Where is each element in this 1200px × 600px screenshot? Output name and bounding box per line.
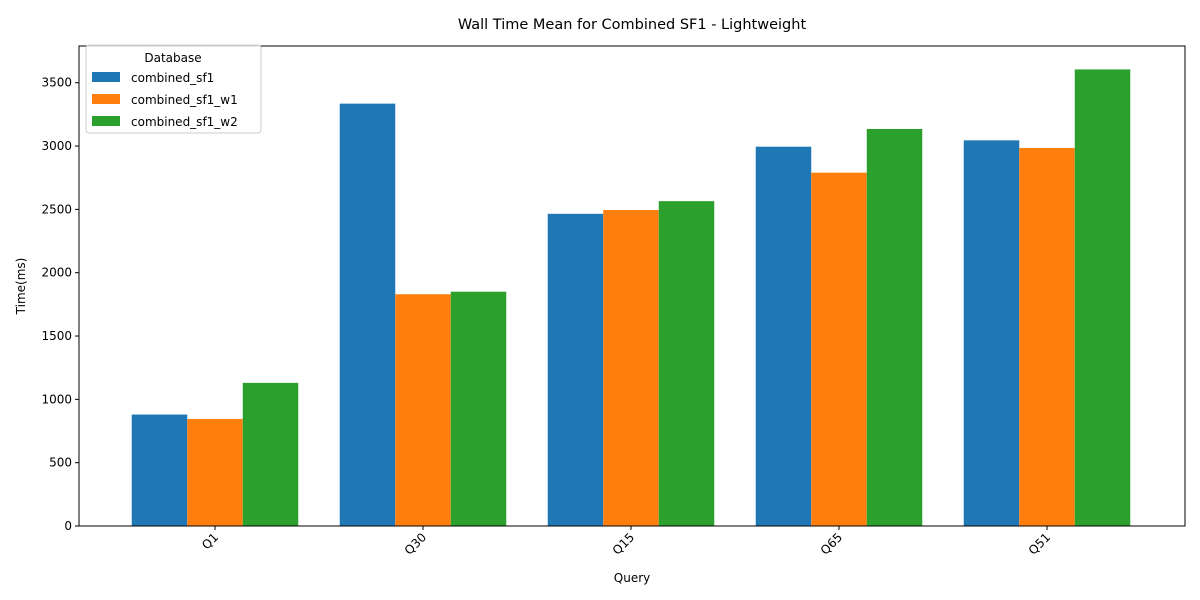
y-axis-label: Time(ms)	[14, 258, 28, 316]
legend-swatch	[92, 94, 120, 104]
y-tick-label: 3000	[41, 139, 72, 153]
y-axis: 0 500 1000 1500 2000 2500 3000 3500	[41, 76, 79, 533]
bar-combined_sf1_w2-Q1	[242, 382, 299, 526]
bar-combined_sf1_w1-Q30	[395, 294, 451, 526]
y-tick-label: 0	[64, 519, 72, 533]
bar-combined_sf1_w2-Q65	[866, 128, 923, 526]
bar-combined_sf1_w1-Q15	[603, 210, 659, 526]
bar-combined_sf1-Q30	[339, 103, 396, 526]
chart-title: Wall Time Mean for Combined SF1 - Lightw…	[458, 17, 807, 33]
bar-combined_sf1_w2-Q51	[1074, 69, 1131, 526]
y-tick-label: 1000	[41, 392, 72, 406]
bar-combined_sf1_w1-Q65	[811, 172, 867, 526]
legend-box	[85, 44, 262, 134]
y-tick-label: 2500	[41, 202, 72, 216]
y-tick-label: 2000	[41, 266, 72, 280]
bars-group	[131, 69, 1131, 526]
y-tick-label: 1500	[41, 329, 72, 343]
bar-combined_sf1_w1-Q51	[1019, 147, 1075, 526]
bar-combined_sf1-Q51	[963, 140, 1020, 526]
bar-combined_sf1_w1-Q1	[187, 418, 243, 526]
y-tick-label: 500	[49, 456, 72, 470]
bar-combined_sf1_w2-Q30	[450, 291, 507, 526]
x-axis-label: Query	[614, 571, 650, 585]
bar-combined_sf1-Q15	[547, 213, 604, 526]
bar-combined_sf1-Q1	[131, 414, 188, 526]
legend-label: combined_sf1_w1	[131, 93, 238, 107]
legend-label: combined_sf1	[131, 71, 214, 85]
legend-swatch	[92, 116, 120, 126]
legend-title: Database	[144, 51, 201, 65]
bar-combined_sf1-Q65	[755, 146, 812, 526]
legend-swatch	[92, 72, 120, 82]
y-tick-label: 3500	[41, 76, 72, 90]
legend: Database combined_sf1 combined_sf1_w1comb…	[85, 44, 262, 134]
bar-combined_sf1_w2-Q15	[658, 201, 715, 526]
plot-frame	[78, 45, 1186, 527]
legend-label: combined_sf1_w2	[131, 115, 238, 129]
